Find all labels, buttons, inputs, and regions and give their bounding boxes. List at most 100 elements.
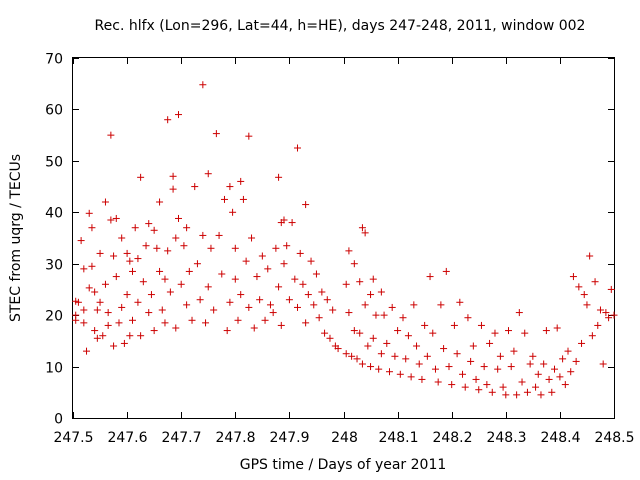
data-point [572, 357, 580, 365]
data-point [248, 234, 256, 242]
data-point [440, 345, 448, 353]
y-tick-label: 0 [54, 412, 63, 428]
data-point [318, 288, 326, 296]
data-point [410, 301, 418, 309]
data-point [553, 324, 561, 332]
data-point [442, 267, 450, 275]
data-point [156, 198, 164, 206]
data-point [226, 298, 234, 306]
data-point [356, 329, 364, 337]
x-tick-label: 248 [331, 430, 358, 446]
data-point [104, 321, 112, 329]
data-point [456, 298, 464, 306]
data-point [377, 350, 385, 358]
data-point [169, 172, 177, 180]
data-point [399, 314, 407, 322]
data-point [518, 378, 526, 386]
data-point [231, 275, 239, 283]
data-point [280, 216, 288, 224]
data-point [204, 170, 212, 178]
data-point [196, 296, 204, 304]
data-point [183, 301, 191, 309]
data-point [123, 291, 131, 299]
plot-frame [72, 57, 615, 419]
data-point [388, 303, 396, 311]
data-point [385, 368, 393, 376]
data-point [156, 267, 164, 275]
data-point [548, 388, 556, 396]
y-tick-label: 20 [45, 309, 63, 325]
data-point [334, 345, 342, 353]
data-point [72, 316, 80, 324]
data-point [150, 327, 158, 335]
data-point [296, 249, 304, 257]
data-point [294, 303, 302, 311]
data-point [475, 386, 483, 394]
data-point [515, 309, 523, 317]
data-point [488, 388, 496, 396]
data-point [383, 339, 391, 347]
data-point [80, 265, 88, 273]
data-point [129, 267, 137, 275]
y-tick-label: 40 [45, 206, 63, 222]
data-point [107, 131, 115, 139]
data-point [380, 311, 388, 319]
data-point [610, 311, 618, 319]
data-point [453, 350, 461, 358]
data-point [578, 339, 586, 347]
data-point [183, 224, 191, 232]
data-point [185, 267, 193, 275]
data-point [204, 283, 212, 291]
data-point [239, 195, 247, 203]
data-point [529, 352, 537, 360]
data-point [583, 301, 591, 309]
data-point [521, 329, 529, 337]
data-point [596, 306, 604, 314]
data-point [199, 231, 207, 239]
x-tick-label: 248.5 [594, 430, 634, 446]
data-point [602, 309, 610, 317]
data-point [358, 224, 366, 232]
data-point [161, 275, 169, 283]
data-point [172, 324, 180, 332]
data-point [85, 284, 93, 292]
data-point [469, 342, 477, 350]
data-point [415, 360, 423, 368]
data-point [137, 173, 145, 181]
data-point [299, 280, 307, 288]
data-point [137, 332, 145, 340]
data-point [496, 352, 504, 360]
data-point [304, 291, 312, 299]
data-point [402, 355, 410, 363]
data-point [118, 234, 126, 242]
x-tick-label: 248.4 [540, 430, 580, 446]
data-point [288, 219, 296, 227]
data-point [358, 360, 366, 368]
data-point [110, 252, 118, 260]
data-point [180, 242, 188, 250]
data-point [342, 280, 350, 288]
y-tick-label: 50 [45, 155, 63, 171]
data-point [145, 220, 153, 228]
data-point [112, 214, 120, 222]
data-point [464, 314, 472, 322]
data-point [177, 280, 185, 288]
data-point [212, 130, 220, 138]
data-point [207, 244, 215, 252]
data-point [77, 237, 85, 245]
y-tick-label: 60 [45, 103, 63, 119]
data-point [356, 278, 364, 286]
x-axis-label: GPS time / Days of year 2011 [240, 457, 447, 473]
data-point [312, 270, 320, 278]
data-point [367, 291, 375, 299]
data-point [480, 363, 488, 371]
data-point [285, 296, 293, 304]
data-point [461, 383, 469, 391]
data-point [215, 231, 223, 239]
data-point [302, 201, 310, 209]
data-point [93, 306, 101, 314]
data-point [569, 273, 577, 281]
data-point [96, 249, 104, 257]
data-point [586, 252, 594, 260]
